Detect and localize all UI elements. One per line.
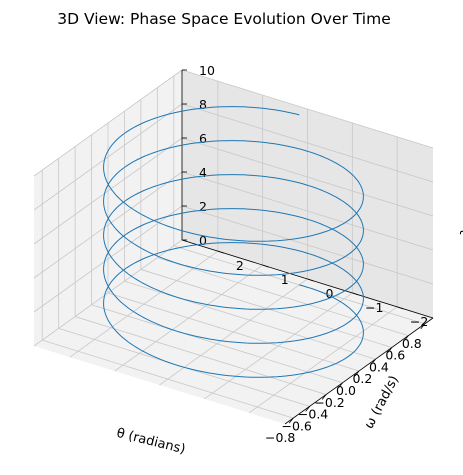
z-axis-label: t	[456, 229, 463, 234]
tick-labels: −0.8−0.6−0.4−0.20.00.20.40.60.8 −2 −1 0 1 2 0 2…	[199, 63, 428, 445]
y-tick-label: 1	[281, 272, 289, 287]
grid-line-z-right-wall	[181, 137, 434, 217]
z-tick-label: 2	[199, 199, 207, 214]
x-tick-mark	[354, 370, 360, 377]
chart-title: 3D View: Phase Space Evolution Over Time	[57, 10, 391, 28]
grid-line-z-left-wall	[33, 171, 183, 279]
grid-line-z-left-wall	[33, 239, 183, 347]
x-tick-mark	[288, 417, 294, 424]
grid-line-y-floor	[114, 264, 263, 372]
series-group	[103, 106, 364, 378]
z-tick-label: 0	[199, 233, 207, 248]
z-tick-label: 6	[199, 131, 207, 146]
x-tick-mark	[371, 358, 376, 365]
x-tick-label: 0.2	[352, 371, 372, 386]
z-tick-label: 4	[199, 165, 207, 180]
grid-line-z-right-wall	[181, 205, 434, 285]
grid-lines	[33, 69, 434, 419]
grid-line-z-left-wall	[33, 137, 183, 245]
y-tick-mark	[397, 306, 404, 310]
grid-line-z-left-wall	[33, 103, 183, 211]
x-tick-label: −0.8	[265, 430, 295, 445]
x-tick-label: −0.6	[282, 418, 312, 433]
y-tick-mark	[217, 250, 224, 254]
x-tick-label: −0.4	[298, 407, 328, 422]
z-tick-label: 8	[199, 97, 207, 112]
x-tick-mark	[338, 382, 343, 389]
x-axis-label: θ (radians)	[115, 426, 187, 458]
y-tick-label: −1	[365, 300, 383, 315]
grid-line-y-floor	[248, 306, 398, 414]
x-tick-label: 0.6	[385, 348, 405, 363]
phase-trajectory-line	[103, 106, 364, 378]
y-tick-label: 2	[236, 258, 244, 273]
z-tick-label: 10	[199, 63, 215, 78]
x-tick-mark	[387, 347, 393, 353]
grid-line-y-floor	[204, 292, 353, 400]
grid-line-z-left-wall	[33, 205, 183, 313]
grid-line-z-right-wall	[181, 171, 434, 251]
x-tick-label: 0.0	[336, 383, 356, 398]
tick-marks	[182, 69, 426, 424]
x-tick-mark	[321, 394, 327, 400]
x-tick-label: 0.8	[402, 336, 422, 351]
y-tick-mark	[307, 278, 314, 282]
x-tick-mark	[420, 323, 426, 330]
y-tick-mark	[262, 264, 269, 268]
x-tick-mark	[305, 406, 310, 412]
y-tick-label: 0	[326, 286, 334, 301]
x-tick-label: 0.4	[369, 359, 389, 374]
grid-line-z-right-wall	[181, 103, 434, 183]
y-tick-label: −2	[410, 314, 428, 329]
x-tick-label: −0.2	[314, 395, 344, 410]
y-tick-mark	[352, 292, 359, 296]
x-tick-mark	[404, 335, 409, 341]
grid-line-z-right-wall	[181, 69, 434, 149]
grid-line-z-left-wall	[33, 69, 183, 177]
grid-line-y-floor	[69, 250, 219, 358]
